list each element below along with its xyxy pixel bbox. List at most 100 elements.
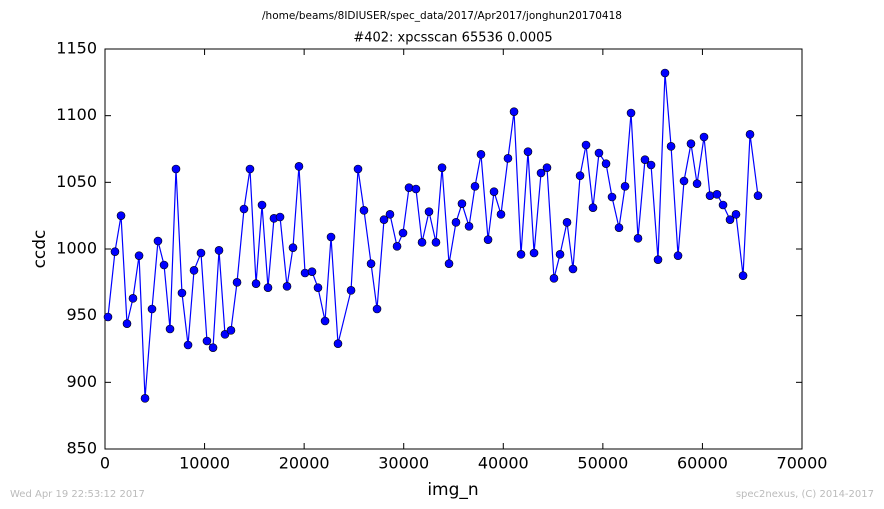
data-point — [404, 183, 414, 192]
data-point — [147, 304, 157, 314]
data-point — [196, 248, 206, 258]
header: /home/beams/8IDIUSER/spec_data/2017/Apr2… — [262, 10, 622, 22]
data-point — [282, 282, 292, 291]
data-point — [673, 251, 683, 260]
data-point — [581, 140, 591, 150]
x-tick-label: 20000 — [279, 454, 330, 473]
data-point — [214, 246, 224, 255]
data-point — [171, 164, 181, 174]
data-point — [620, 182, 630, 191]
data-point — [470, 182, 480, 191]
data-point — [417, 238, 427, 247]
data-point — [263, 283, 273, 292]
data-point — [451, 218, 461, 227]
data-point — [555, 250, 565, 259]
data-point — [353, 164, 363, 174]
data-point — [464, 222, 474, 231]
data-point — [575, 171, 585, 180]
data-point — [457, 199, 467, 208]
data-point — [686, 139, 696, 148]
x-tick-label: 40000 — [478, 454, 529, 473]
data-point — [699, 132, 709, 142]
data-point — [251, 279, 261, 288]
data-point — [165, 324, 175, 334]
data-point — [326, 232, 336, 242]
data-point — [568, 264, 578, 274]
data-point — [183, 340, 193, 350]
data-point — [411, 184, 421, 194]
x-axis-label: img_n — [427, 480, 478, 500]
y-tick-label: 1050 — [56, 172, 97, 191]
data-point — [202, 336, 212, 346]
data-point — [359, 206, 369, 215]
data-point — [189, 266, 199, 275]
data-point — [633, 234, 643, 243]
y-tick-label: 850 — [66, 439, 97, 458]
data-point — [288, 243, 298, 252]
data-point — [153, 236, 163, 246]
x-tick-label: 60000 — [677, 454, 728, 473]
data-point — [549, 274, 559, 283]
data-point — [437, 163, 447, 172]
data-point — [476, 150, 486, 159]
data-point — [372, 304, 382, 314]
data-point — [159, 260, 169, 270]
data-point — [307, 267, 317, 276]
data-point — [385, 210, 395, 219]
data-point — [731, 210, 741, 219]
data-point — [245, 164, 255, 174]
footer-left: Wed Apr 19 22:53:12 2017 — [10, 489, 145, 500]
data-point — [725, 215, 735, 224]
y-tick-label: 1150 — [56, 39, 97, 58]
data-point — [128, 294, 138, 303]
data-point — [601, 159, 611, 168]
data-point — [489, 187, 499, 196]
data-point — [745, 130, 755, 139]
data-point — [208, 343, 218, 352]
data-point — [134, 251, 144, 260]
footer-right: spec2nexus, (C) 2014-2017 — [736, 489, 874, 500]
data-point — [653, 255, 663, 264]
data-point — [140, 394, 150, 403]
data-point — [542, 163, 552, 172]
data-point — [300, 268, 310, 278]
data-point — [333, 339, 343, 348]
data-point — [257, 200, 267, 210]
data-point — [640, 155, 650, 164]
data-point — [509, 107, 519, 116]
data-point — [110, 247, 120, 256]
y-tick-label: 950 — [66, 305, 97, 324]
data-point — [226, 326, 236, 335]
data-point — [122, 319, 132, 328]
data-point — [379, 215, 389, 224]
data-point — [738, 271, 748, 280]
x-tick-label: 50000 — [577, 454, 628, 473]
y-tick-label: 900 — [66, 372, 97, 391]
data-point — [232, 278, 242, 287]
data-point — [220, 330, 230, 339]
data-point — [529, 248, 539, 258]
data-point — [594, 148, 604, 158]
data-point — [503, 154, 513, 163]
data-point — [392, 242, 402, 251]
data-point — [177, 288, 187, 298]
data-point — [666, 142, 676, 151]
data-point — [753, 191, 763, 200]
data-point — [516, 250, 526, 259]
data-point — [103, 312, 113, 322]
data-point — [346, 286, 356, 295]
plot-frame — [104, 48, 803, 450]
data-point — [320, 316, 330, 326]
y-tick-label: 1000 — [56, 239, 97, 258]
data-point — [366, 259, 376, 268]
data-line — [107, 72, 759, 399]
data-point — [116, 211, 126, 220]
data-point — [660, 68, 670, 78]
data-point — [523, 147, 533, 156]
x-tick-label: 0 — [100, 454, 110, 473]
data-point — [536, 168, 546, 178]
x-tick-label: 30000 — [378, 454, 429, 473]
data-point — [496, 210, 506, 219]
y-axis-label: ccdc — [30, 230, 50, 269]
